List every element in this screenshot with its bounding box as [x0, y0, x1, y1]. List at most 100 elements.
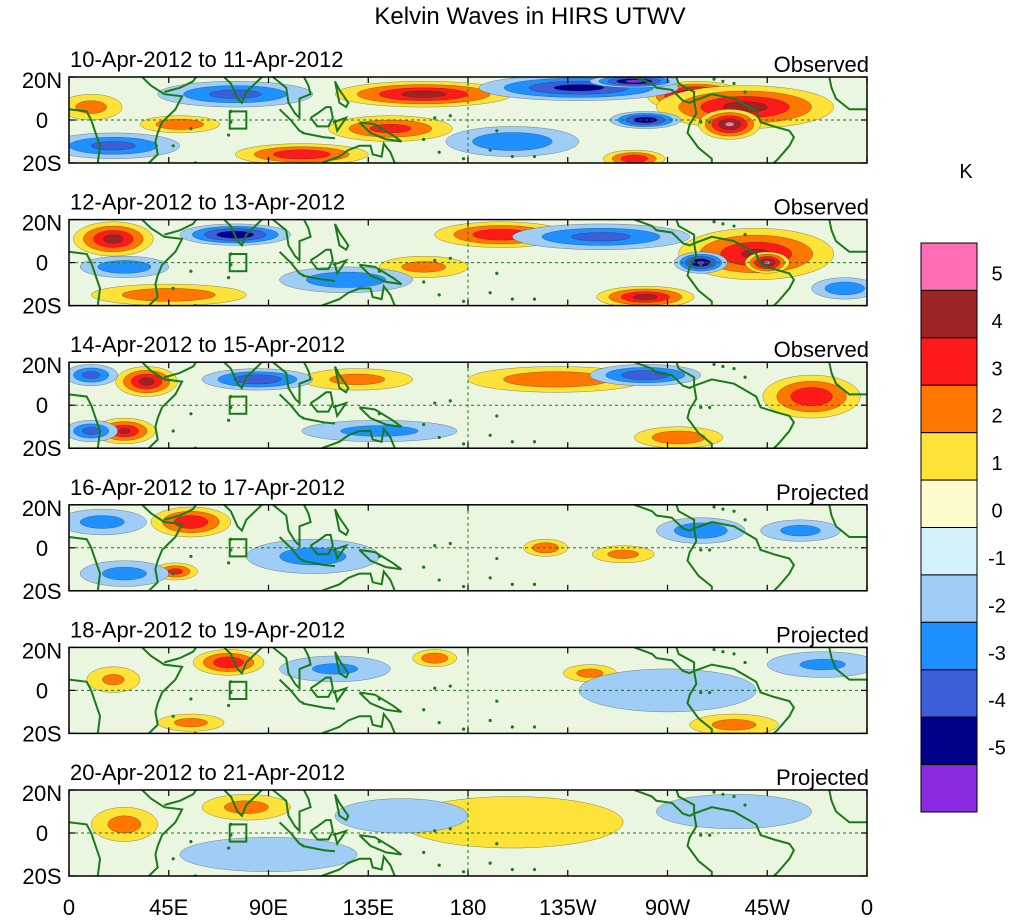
- island: [227, 561, 231, 565]
- coastline: [301, 131, 336, 140]
- y-tick-label: 20S: [22, 436, 61, 461]
- coastline: [358, 121, 403, 143]
- anomaly-feature: [79, 560, 169, 587]
- island: [699, 120, 703, 124]
- coastline: [272, 77, 312, 121]
- anomaly-feature: [79, 255, 169, 278]
- coastline: [272, 647, 312, 691]
- island: [699, 548, 703, 552]
- island: [377, 269, 381, 273]
- contour-level: [167, 568, 184, 575]
- island: [712, 647, 716, 652]
- island: [227, 276, 231, 280]
- island: [712, 505, 716, 509]
- colorbar-label: 4: [991, 311, 1002, 333]
- panel-field: [69, 647, 867, 734]
- y-tick-label: 20N: [22, 211, 62, 236]
- anomaly-feature: [602, 149, 666, 163]
- coastline: [164, 647, 198, 664]
- island: [461, 584, 466, 589]
- contour-level: [102, 566, 147, 581]
- anomaly-feature: [762, 374, 861, 419]
- anomaly-feature: [334, 798, 469, 834]
- colorbar-swatch: [920, 384, 978, 434]
- colorbar-label: -3: [988, 643, 1006, 665]
- island: [699, 690, 703, 695]
- region-box: [228, 680, 248, 700]
- island: [189, 412, 193, 416]
- coastline: [164, 504, 198, 521]
- anomaly-feature: [767, 651, 867, 678]
- island: [422, 137, 426, 141]
- coastline: [309, 676, 334, 698]
- contour-level: [305, 271, 387, 288]
- coastline: [828, 504, 867, 538]
- island: [422, 422, 426, 427]
- contour-level: [334, 798, 469, 834]
- island: [461, 157, 466, 161]
- coastline: [278, 251, 305, 277]
- contour-level: [621, 370, 670, 380]
- coastline: [222, 77, 264, 105]
- island: [488, 576, 492, 580]
- contour-level: [576, 668, 604, 678]
- island: [532, 867, 537, 872]
- coastline: [686, 528, 713, 591]
- coastline: [278, 536, 305, 562]
- coastline: [69, 393, 102, 449]
- coastline: [301, 559, 336, 568]
- contour-level: [155, 118, 205, 130]
- island: [721, 364, 725, 369]
- island: [189, 449, 192, 452]
- anomaly-feature: [301, 368, 413, 391]
- y-tick-label: 0: [36, 821, 48, 846]
- contour-level: [711, 719, 757, 731]
- contour-level: [553, 84, 605, 92]
- contour-level: [233, 374, 282, 385]
- island: [532, 297, 537, 301]
- coastline: [358, 548, 403, 571]
- coastline: [321, 854, 396, 876]
- island: [699, 263, 703, 267]
- island: [171, 572, 175, 576]
- coastline: [69, 108, 102, 163]
- coastline: [301, 844, 336, 853]
- contour-level: [103, 234, 124, 244]
- y-tick-label: 20S: [22, 721, 61, 746]
- island: [743, 803, 747, 807]
- island: [377, 554, 381, 559]
- anomaly-feature: [445, 126, 580, 157]
- island: [712, 77, 716, 81]
- island: [743, 518, 747, 522]
- island: [699, 405, 703, 409]
- panel-kind-label: Observed: [774, 195, 869, 220]
- coastline: [828, 362, 867, 396]
- x-tick-label: 90E: [249, 895, 288, 920]
- contour-level: [632, 294, 658, 300]
- island: [488, 861, 492, 865]
- island: [708, 833, 712, 837]
- panel-3: 20N 0 20S 14-Apr-2012 to 15-Apr-2012 Observe…: [22, 332, 869, 461]
- x-tick-label: 45W: [745, 895, 790, 920]
- anomaly-feature: [157, 713, 225, 732]
- anomaly-feature: [591, 545, 655, 564]
- anomaly-feature: [689, 713, 779, 734]
- island: [437, 435, 441, 440]
- y-tick-label: 20S: [22, 864, 61, 889]
- coastline: [334, 793, 350, 822]
- anomaly-feature: [192, 649, 265, 676]
- island: [495, 556, 499, 561]
- island: [721, 222, 725, 226]
- anomaly-feature: [69, 508, 147, 536]
- island: [495, 842, 499, 846]
- contour-level: [273, 149, 331, 160]
- island: [437, 721, 441, 725]
- x-tick-label: 0: [861, 895, 873, 920]
- coastline: [141, 77, 184, 163]
- contour-level: [311, 663, 359, 675]
- colorbar-swatch: [920, 337, 978, 386]
- island: [189, 840, 193, 844]
- coastline: [278, 678, 305, 705]
- island: [433, 829, 437, 833]
